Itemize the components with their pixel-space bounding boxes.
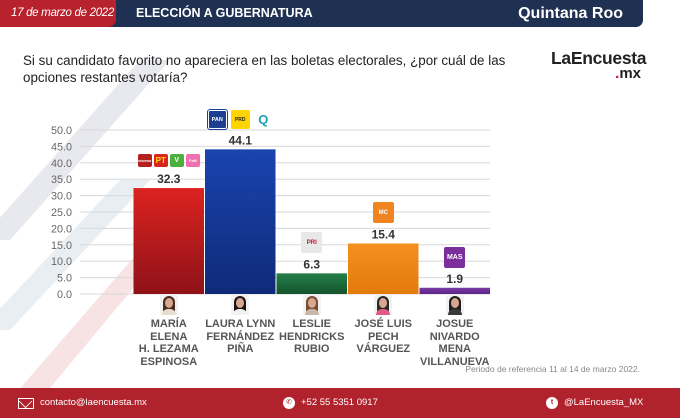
brand-tld-wrap: .mx [551, 65, 641, 82]
party-logo-pri-icon: PRI [301, 232, 323, 254]
bar-3 [276, 273, 347, 294]
candidate-name-line: LAURA LYNN [205, 318, 276, 330]
candidate-3: LESLIE HENDRICKS RUBIO [274, 295, 349, 356]
footer-bar: contacto@laencuesta.mx ✆ +52 55 5351 091… [0, 388, 680, 418]
candidate-name-line: ESPINOSA [140, 355, 198, 368]
y-tick-label: 20.0 [51, 223, 72, 235]
footer-email[interactable]: contacto@laencuesta.mx [18, 388, 147, 418]
value-label-1: 32.3 [157, 172, 181, 186]
footer-phone[interactable]: ✆ +52 55 5351 0917 [283, 388, 378, 418]
candidate-1: MARÍA ELENA H. LEZAMA ESPINOSA [131, 295, 206, 368]
party-logo-fuerza-x-m-xico-icon: FxM [185, 154, 200, 168]
candidate-name-line: JOSUE [436, 318, 474, 330]
footer-phone-text: +52 55 5351 0917 [301, 397, 378, 408]
y-tick-label: 30.0 [51, 191, 72, 203]
y-tick-label: 45.0 [51, 141, 72, 153]
value-label-4: 15.4 [372, 227, 396, 241]
y-tick-label: 25.0 [51, 207, 72, 219]
bar-1 [133, 188, 204, 294]
header-title: ELECCIÓN A GUBERNATURA [136, 6, 313, 20]
footer-twitter-text: @LaEncuesta_MX [564, 397, 644, 408]
candidate-photo [159, 295, 178, 315]
y-tick-label: 10.0 [51, 256, 72, 268]
candidate-name-line: RUBIO [294, 343, 330, 355]
candidate-4: JOSÉ LUIS PECH VÁRGUEZ [346, 295, 421, 356]
y-axis-ticks: 0.0 5.0 10.0 15.0 20.0 25.0 30.0 35.0 40.0 45.0 50… [51, 125, 72, 301]
party-logo-mas-icon: MAS [444, 246, 466, 268]
candidate-name-line: PECH [367, 330, 399, 343]
candidate-photo [302, 295, 321, 315]
candidate-name-line: MARÍA ELENA [150, 318, 188, 343]
party-logo-pan-icon: PAN [206, 109, 228, 131]
y-tick-label: 15.0 [51, 240, 72, 252]
candidate-name-line: HENDRICKS [279, 330, 345, 343]
candidate-name-line: NIVARDO MENA [429, 330, 480, 356]
bars [133, 149, 490, 294]
candidate-2: LAURA LYNN FERNÁNDEZ PIÑA [203, 295, 278, 356]
bar-2 [205, 149, 276, 294]
y-tick-label: 0.0 [57, 289, 72, 301]
party-logo-morena-icon: morena [137, 154, 152, 168]
header-bar: 17 de marzo de 2022 ELECCIÓN A GUBERNATU… [0, 0, 643, 27]
value-label-3: 6.3 [303, 257, 320, 271]
whatsapp-icon: ✆ [283, 397, 295, 409]
candidate-5: JOSUE NIVARDO MENA VILLANUEVA [417, 295, 492, 368]
reference-period: Periodo de referencia 11 al 14 de marzo … [465, 364, 640, 374]
party-logo-pt-icon: PT [153, 154, 168, 168]
candidate-photo [374, 295, 393, 315]
candidate-name-line: FERNÁNDEZ [206, 330, 275, 343]
y-tick-label: 35.0 [51, 174, 72, 186]
candidate-name-line: PIÑA [227, 343, 254, 355]
header-region: Quintana Roo [518, 5, 623, 22]
y-tick-label: 5.0 [57, 273, 72, 285]
candidate-name-line: VÁRGUEZ [356, 343, 411, 355]
party-logo-prd-icon: PRD [230, 110, 250, 130]
value-label-5: 1.9 [446, 272, 463, 286]
y-tick-label: 40.0 [51, 158, 72, 170]
twitter-icon: t [546, 397, 558, 409]
bar-5 [419, 287, 490, 294]
brand-logo: LaEncuesta .mx [551, 48, 647, 82]
brand-name: LaEncuesta [551, 48, 647, 68]
y-tick-label: 50.0 [51, 125, 72, 137]
brand-dot: . [615, 65, 620, 82]
header-date: 17 de marzo de 2022 [0, 0, 116, 27]
bar-4 [348, 243, 419, 294]
party-logo-confianza-icon: Q [253, 110, 273, 130]
brand-tld: mx [619, 65, 641, 82]
party-logo-verde-icon: V [169, 154, 184, 168]
candidate-name-line: VILLANUEVA [420, 355, 490, 368]
footer-email-text: contacto@laencuesta.mx [40, 397, 147, 408]
candidate-photo [445, 295, 464, 315]
footer-twitter[interactable]: t @LaEncuesta_MX [546, 388, 643, 418]
value-label-2: 44.1 [229, 133, 253, 147]
chart-question: Si su candidato favorito no apareciera e… [23, 53, 506, 85]
mail-icon [18, 397, 34, 409]
candidate-name-line: LESLIE [292, 318, 331, 330]
candidate-photo [231, 295, 250, 315]
candidate-name-line: H. LEZAMA [138, 343, 199, 355]
party-logo-mc-icon: MC [372, 202, 394, 224]
candidate-name-line: JOSÉ LUIS [354, 318, 412, 330]
